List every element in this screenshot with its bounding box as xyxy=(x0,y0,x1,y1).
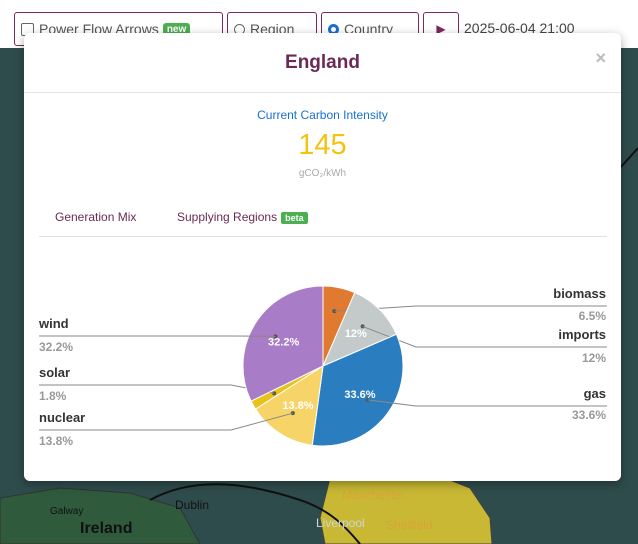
close-icon[interactable]: × xyxy=(595,48,606,68)
map-label-manchester: Manchester xyxy=(342,488,405,502)
pie-slice-gas[interactable] xyxy=(311,333,404,447)
legend-value-nuclear: 13.8% xyxy=(39,434,73,448)
legend-name-solar: solar xyxy=(39,365,70,380)
pie-inner-label-gas: 33.6% xyxy=(344,389,375,401)
leader-line-gas xyxy=(367,399,607,407)
legend-value-biomass: 6.5% xyxy=(579,309,607,323)
tab-supplying-regions-label: Supplying Regions xyxy=(177,210,278,224)
pie-inner-label-nuclear: 13.8% xyxy=(282,400,313,412)
play-icon: ▶ xyxy=(436,22,446,36)
carbon-intensity-label: Current Carbon Intensity xyxy=(257,108,388,122)
map-label-sheffield: Sheffield xyxy=(386,518,433,532)
legend-name-imports: imports xyxy=(558,327,606,342)
legend-value-solar: 1.8% xyxy=(39,389,67,403)
leader-line-imports xyxy=(362,325,607,348)
modal-header: England × xyxy=(24,33,621,93)
pie-slice-wind[interactable] xyxy=(242,285,324,402)
legend-value-imports: 12% xyxy=(582,351,606,365)
region-modal: England × Current Carbon Intensity 145 g… xyxy=(24,33,621,481)
modal-title: England xyxy=(285,52,360,73)
map-label-liverpool: Liverpool xyxy=(316,516,365,530)
tab-supplying-regions[interactable]: Supplying Regions beta xyxy=(177,210,308,224)
legend-value-wind: 32.2% xyxy=(39,340,73,354)
beta-badge: beta xyxy=(281,212,308,224)
map-shapes xyxy=(0,147,638,544)
leader-line-solar xyxy=(39,384,275,394)
legend-name-nuclear: nuclear xyxy=(39,410,85,425)
pie-inner-label-wind: 32.2% xyxy=(268,336,299,348)
legend-name-gas: gas xyxy=(584,386,606,401)
map-label-galway: Galway xyxy=(50,506,84,517)
legend-name-wind: wind xyxy=(38,316,69,331)
new-badge: new xyxy=(162,22,191,36)
legend-name-biomass: biomass xyxy=(553,286,606,301)
leader-line-nuclear xyxy=(39,412,293,431)
legend-value-gas: 33.6% xyxy=(572,408,606,422)
carbon-intensity-unit: gCO₂/kWh xyxy=(298,168,347,179)
pie-inner-label-imports: 12% xyxy=(345,328,367,340)
generation-mix-pie-chart: biomass 6.5% 12% imports 12% 33.6% gas 33.6% 13.… xyxy=(38,285,607,448)
datetime-display: 2025-06-04 21:00 xyxy=(464,20,575,36)
map-label-ireland: Ireland xyxy=(80,520,133,537)
modal-tabs: Generation Mix Supplying Regions beta xyxy=(39,203,607,237)
carbon-intensity-value: 145 xyxy=(298,129,347,161)
pie-slice-nuclear[interactable] xyxy=(254,364,324,446)
top-toolbar: Power Flow Arrows new Region Country ▶ 2… xyxy=(0,0,638,48)
pie-slice-imports[interactable] xyxy=(322,291,398,367)
tab-generation-mix[interactable]: Generation Mix xyxy=(55,210,137,224)
map-label-dublin: Dublin xyxy=(175,498,210,512)
